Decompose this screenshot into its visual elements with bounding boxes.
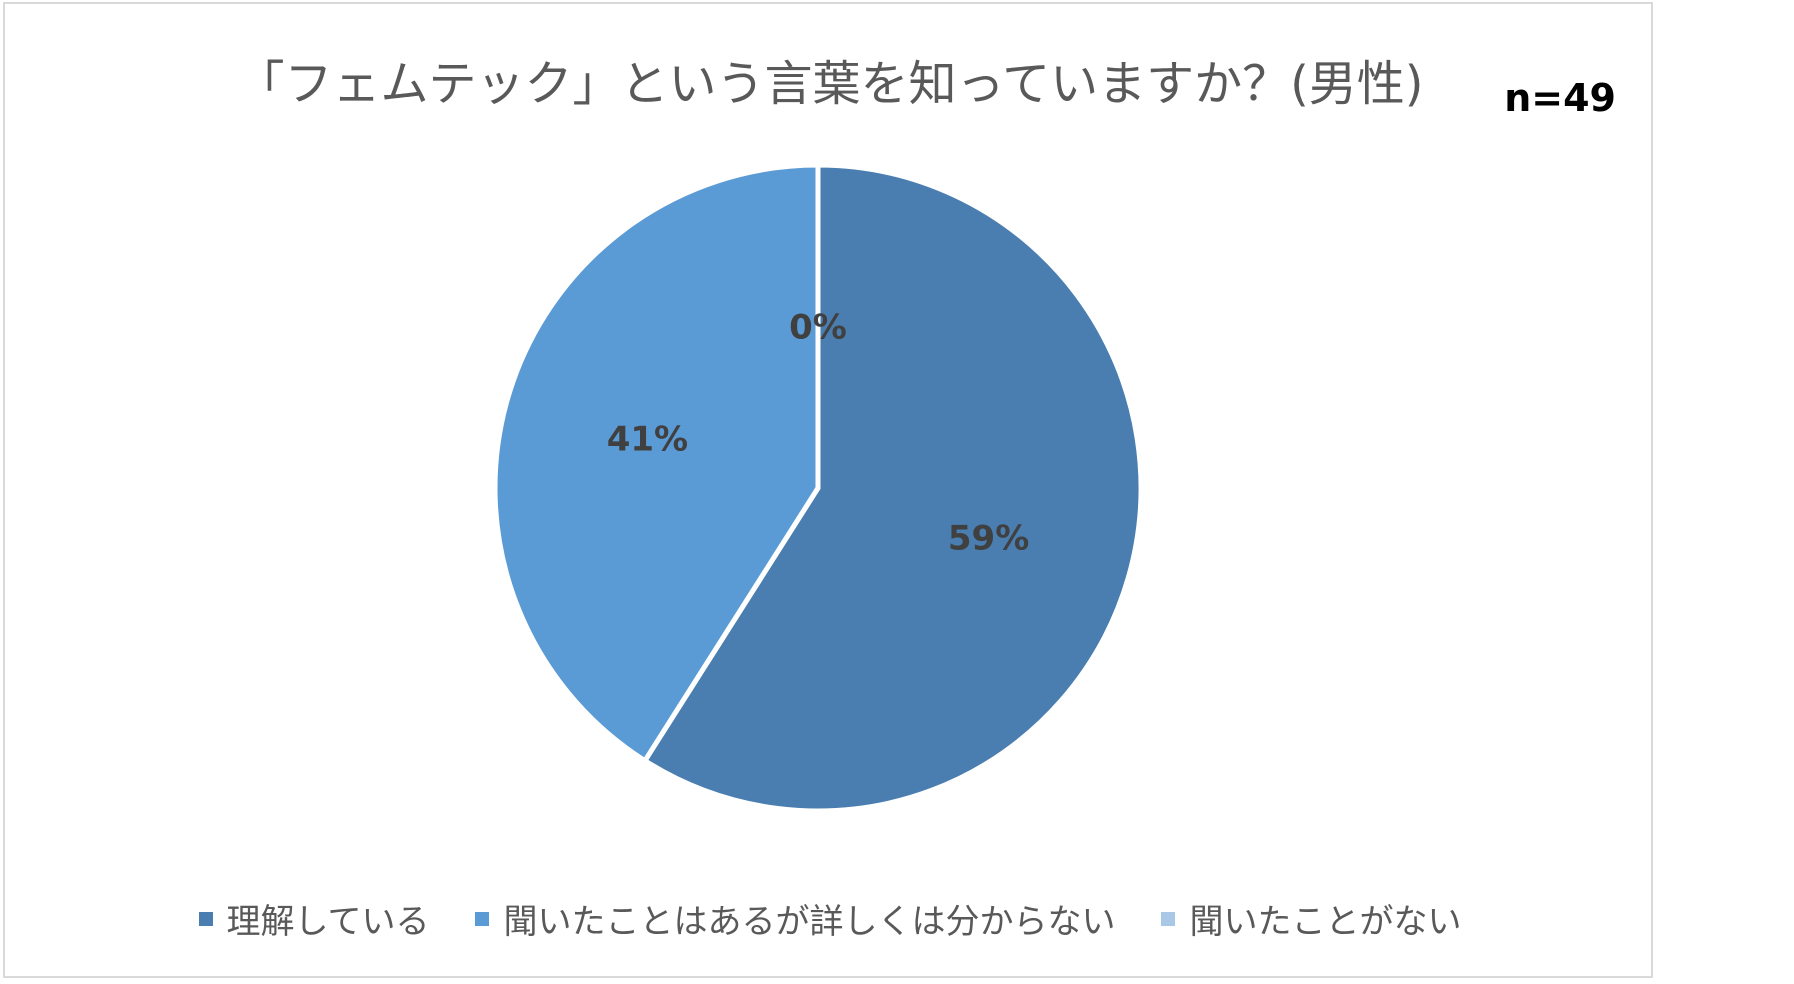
- data-label-never-heard: 0%: [789, 308, 847, 348]
- legend-swatch-never-heard: [1161, 911, 1176, 926]
- legend-swatch-understand: [198, 911, 213, 926]
- data-label-heard-not-detailed: 41%: [607, 419, 688, 459]
- pie-slice-heard-not-detailed: [492, 162, 821, 764]
- legend-item-heard-not-detailed: 聞いたことはあるが詳しくは分からない: [475, 894, 1115, 943]
- legend-label-never-heard: 聞いたことがない: [1189, 902, 1462, 942]
- legend-swatch-heard-not-detailed: [475, 911, 490, 926]
- legend-label-understand: 理解している: [226, 902, 430, 942]
- sample-size-label: n=49: [1504, 76, 1616, 120]
- legend-label-heard-not-detailed: 聞いたことはあるが詳しくは分からない: [503, 902, 1116, 942]
- data-label-understand: 59%: [948, 519, 1029, 559]
- pie-chart: 59% 41% 0%: [492, 162, 1144, 814]
- pie-slice-understand: [642, 162, 1144, 814]
- legend: 理解している 聞いたことはあるが詳しくは分からない 聞いたことがない: [5, 894, 1655, 943]
- chart-title: 「フェムテック」という言葉を知っていますか？(男性): [236, 56, 1424, 112]
- chart-area: 「フェムテック」という言葉を知っていますか？(男性) n=49 59% 41% 0%…: [3, 2, 1653, 978]
- legend-item-never-heard: 聞いたことがない: [1161, 894, 1461, 943]
- legend-item-understand: 理解している: [198, 894, 430, 943]
